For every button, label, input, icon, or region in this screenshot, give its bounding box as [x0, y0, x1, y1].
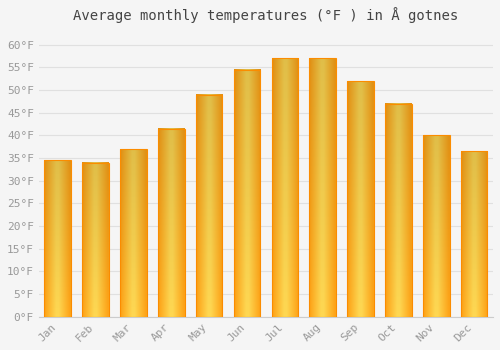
Bar	[158, 128, 184, 317]
Bar	[82, 162, 109, 317]
Bar	[348, 81, 374, 317]
Bar	[385, 104, 411, 317]
Bar	[120, 149, 146, 317]
Bar	[272, 58, 298, 317]
Bar	[234, 70, 260, 317]
Bar	[44, 160, 71, 317]
Bar	[310, 58, 336, 317]
Bar	[196, 94, 222, 317]
Bar	[461, 151, 487, 317]
Bar	[423, 135, 450, 317]
Title: Average monthly temperatures (°F ) in Å gotnes: Average monthly temperatures (°F ) in Å …	[74, 7, 458, 23]
